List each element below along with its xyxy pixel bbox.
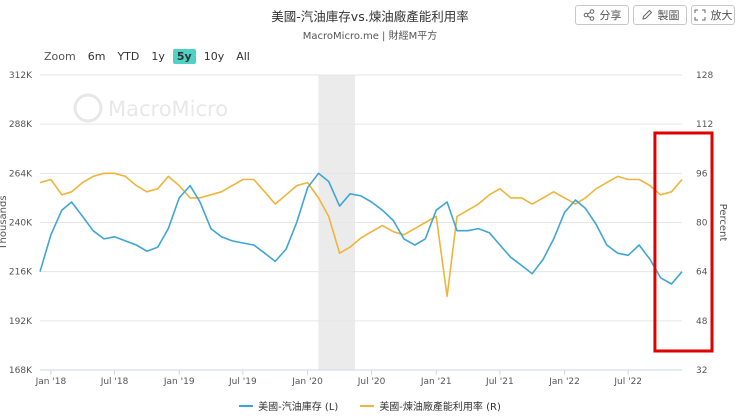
x-tick-label: Jan '18 [35,377,67,387]
draw-label: 製圖 [657,9,680,22]
x-tick-label: Jul '19 [228,377,257,387]
watermark-text: MacroMicro [108,97,228,121]
x-tick-label: Jul '21 [485,377,514,387]
share-label: 分享 [599,9,622,22]
zoom-option-1y[interactable]: 1y [151,49,165,63]
y-right-tick-label: 48 [696,317,708,327]
y-right-tick-label: 64 [696,268,708,278]
zoom-button[interactable]: 放大 [691,5,735,25]
zoom-option-ytd[interactable]: YTD [117,49,140,63]
y-right-axis-title: Percent [717,204,728,242]
series-line-utilization [39,172,683,298]
share-icon [583,9,594,21]
x-tick-label: Jan '21 [420,377,452,387]
chart-title: 美國-汽油庫存vs.煉油廠產能利用率 [271,9,469,24]
legend-item-inventory[interactable]: 美國-汽油庫存 (L) [239,398,338,413]
share-button[interactable]: 分享 [575,5,629,25]
y-right-tick-label: 128 [696,71,713,81]
series-line-inventory [39,172,683,285]
highlight-box [653,131,714,353]
x-tick-label: Jul '20 [357,377,386,387]
watermark-logo-icon [73,93,103,123]
y-left-tick-label: 240K [9,219,33,229]
y-left-axis-title: Thousands [0,195,9,250]
y-right-tick-label: 80 [696,219,708,229]
y-left-tick-label: 192K [9,317,33,327]
y-left-tick-label: 168K [9,366,33,376]
y-left-tick-label: 264K [9,169,33,179]
chart-subtitle: MacroMicro.me | 財經M平方 [302,31,438,42]
zoom-option-5y[interactable]: 5y [172,48,196,64]
y-right-tick-label: 32 [696,366,707,376]
legend-label-utilization: 美國-煉油廠產能利用率 (R) [379,402,501,413]
y-left-tick-label: 216K [9,268,33,278]
zoom-label: 放大 [710,9,733,22]
y-right-tick-label: 96 [696,169,708,179]
zoom-option-10y[interactable]: 10y [203,49,225,63]
legend-swatch-utilization [360,404,375,407]
zoom-option-all[interactable]: All [236,49,250,63]
legend-label-inventory: 美國-汽油庫存 (L) [258,402,339,413]
x-tick-label: Jan '22 [548,377,580,387]
zoom-option-6m[interactable]: 6m [87,49,106,63]
x-tick-label: Jan '20 [291,377,323,387]
pencil-icon [641,9,652,20]
legend: 美國-汽油庫存 (L) 美國-煉油廠產能利用率 (R) [0,398,740,413]
legend-item-utilization[interactable]: 美國-煉油廠產能利用率 (R) [360,398,501,413]
zoom-bar: Zoom 6m YTD 1y 5y 10y All [40,48,258,64]
y-left-tick-label: 288K [9,120,33,130]
y-right-tick-label: 112 [696,120,713,130]
legend-swatch-inventory [239,404,254,407]
x-tick-label: Jul '22 [613,377,642,387]
x-tick-label: Jul '18 [100,377,129,387]
x-tick-label: Jan '19 [163,377,195,387]
zoom-label-text: Zoom [44,49,76,63]
expand-icon [694,9,705,21]
draw-button[interactable]: 製圖 [633,5,687,25]
y-left-tick-label: 312K [9,71,33,81]
